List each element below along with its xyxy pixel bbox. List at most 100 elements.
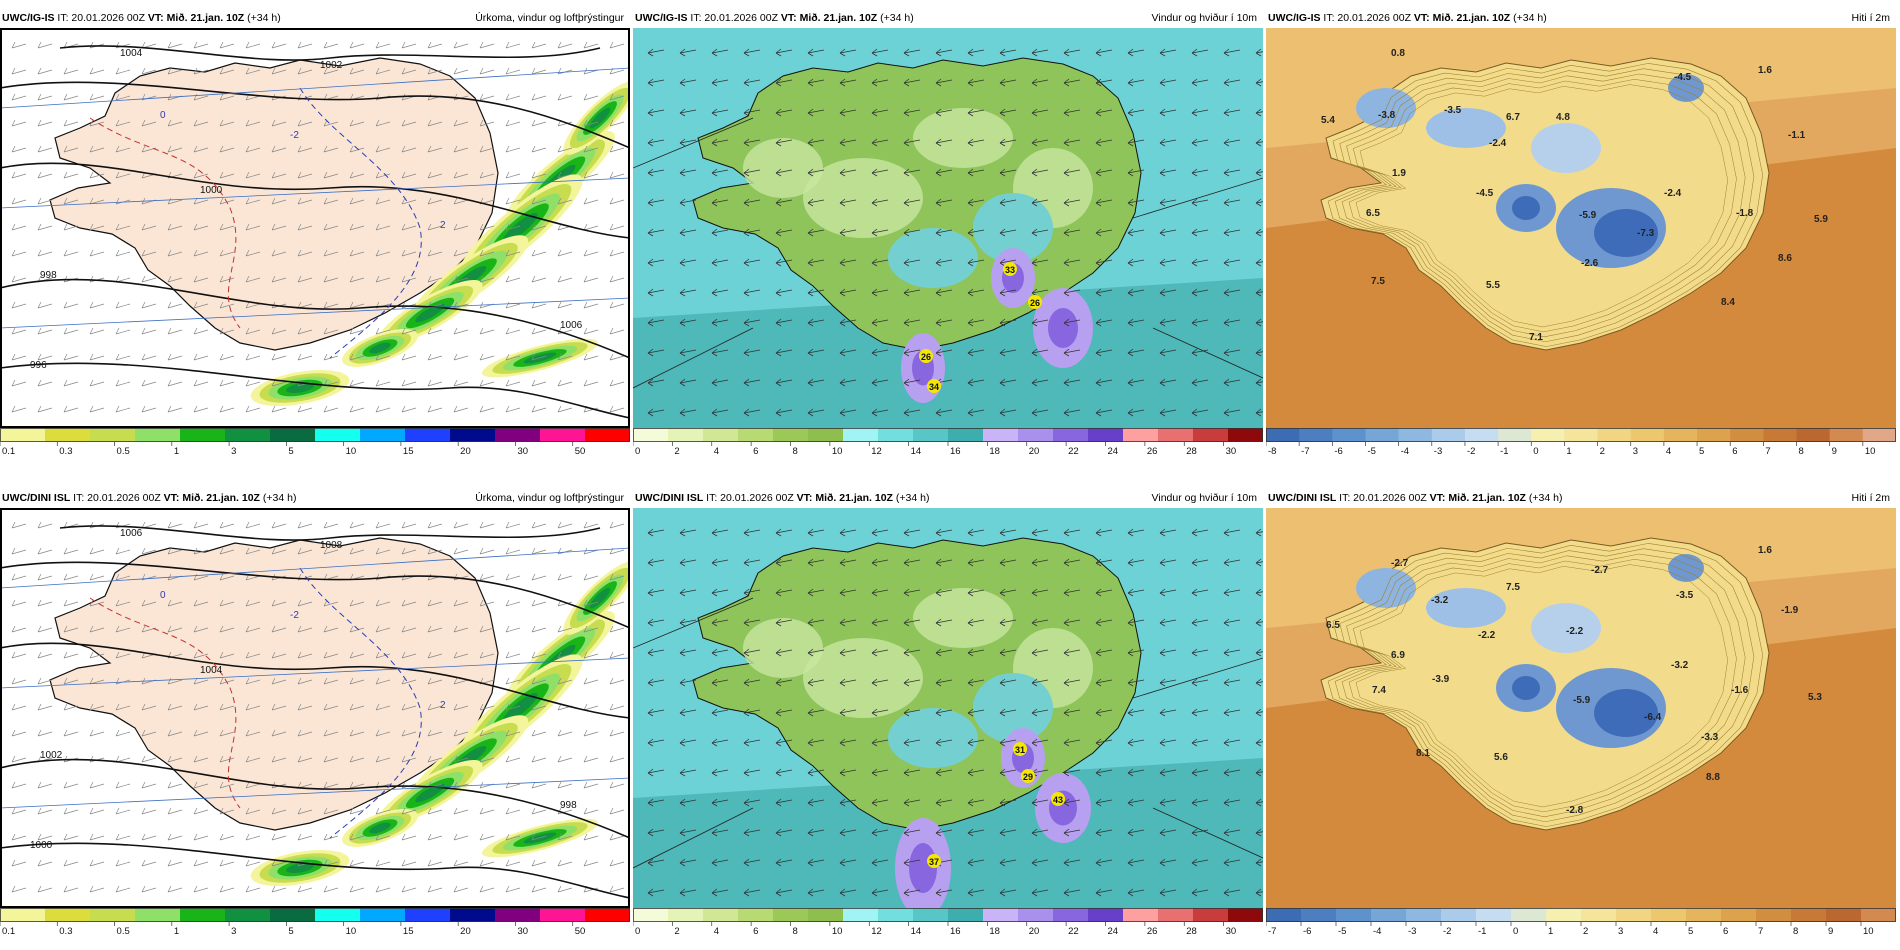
wind-barb bbox=[479, 327, 495, 335]
wind-barb bbox=[479, 93, 495, 101]
map-canvas[interactable]: -2.7 1.6 -2.7 7.5 -3.2 -3.5 -1.9 6.5 -2.2 -2.2 6.9… bbox=[1266, 508, 1896, 908]
wind-barb bbox=[115, 301, 131, 309]
field-title: Vindur og hviður í 10m bbox=[1151, 492, 1257, 504]
colorbar-tick-label: 0.3 bbox=[59, 926, 72, 937]
wind-arrow bbox=[871, 858, 889, 867]
map-canvas[interactable]: 0.8 -4.5 1.6 5.4 -3.8 -3.5 6.7 4.8 -1.1 -2.4 1.9 -4… bbox=[1266, 28, 1896, 428]
wind-barb bbox=[167, 145, 183, 153]
wind-arrow bbox=[1031, 258, 1049, 267]
temperature-value-label: 8.8 bbox=[1706, 772, 1720, 783]
map-canvas[interactable]: 1006 1008 1004 1002 1000 998 -2 0 2 bbox=[0, 508, 630, 908]
wind-arrow bbox=[903, 408, 921, 417]
wind-barb bbox=[167, 703, 183, 711]
temperature-contour bbox=[1348, 79, 1737, 333]
wind-arrow bbox=[935, 348, 953, 357]
wind-barb bbox=[141, 859, 157, 867]
temperature-value-label: -3.2 bbox=[1431, 595, 1449, 606]
colorbar-tick-label: 8 bbox=[793, 926, 798, 937]
wind-arrow bbox=[1159, 858, 1177, 867]
map-canvas[interactable]: 33 26 26 34 bbox=[633, 28, 1263, 428]
wind-barb bbox=[219, 521, 235, 529]
wind-barb bbox=[609, 171, 625, 179]
wind-barb bbox=[375, 275, 391, 283]
temperature-contour bbox=[1341, 73, 1746, 338]
colorbar-segment bbox=[450, 908, 496, 922]
wind-barb bbox=[141, 67, 157, 75]
wind-arrow bbox=[743, 288, 761, 297]
wind-arrow bbox=[1063, 888, 1081, 897]
wind-arrow bbox=[999, 348, 1017, 357]
wind-arrow bbox=[871, 288, 889, 297]
wind-arrow bbox=[1191, 318, 1209, 327]
wind-barb bbox=[323, 275, 339, 283]
colorbar-tick-label: 15 bbox=[403, 926, 414, 937]
wind-arrow bbox=[647, 858, 665, 867]
wind-arrow bbox=[999, 48, 1017, 57]
wind-arrow bbox=[967, 528, 985, 537]
wind-arrow bbox=[1031, 168, 1049, 177]
wind-arrow bbox=[903, 168, 921, 177]
colorbar-svg: -7 -6 -5 -4 -3 -2 -1 0 1 2 3 4 5 6 7 8 9 10 bbox=[1266, 908, 1896, 937]
wind-barb bbox=[37, 119, 53, 127]
colorbar-segment bbox=[1365, 428, 1400, 442]
wind-barb bbox=[323, 405, 339, 413]
wind-barb bbox=[375, 703, 391, 711]
isobar-line bbox=[0, 758, 630, 839]
wind-arrow bbox=[967, 228, 985, 237]
wind-barb bbox=[557, 833, 573, 841]
wind-barb bbox=[453, 651, 469, 659]
init-time: IT: 20.01.2026 00Z bbox=[1339, 492, 1427, 504]
wind-barb bbox=[609, 301, 625, 309]
wind-barb bbox=[245, 119, 261, 127]
wind-barb bbox=[427, 885, 443, 893]
wind-arrow bbox=[743, 138, 761, 147]
wind-arrow bbox=[679, 888, 697, 897]
temperature-contour bbox=[1341, 553, 1746, 818]
wind-barb bbox=[375, 405, 391, 413]
wind-barb bbox=[11, 119, 27, 127]
wind-arrow bbox=[647, 798, 665, 807]
wind-arrow bbox=[743, 48, 761, 57]
map-canvas[interactable]: 1004 1002 1000 998 996 1006 -2 0 2 bbox=[0, 28, 630, 428]
wind-arrow bbox=[807, 348, 825, 357]
wind-arrow bbox=[1159, 348, 1177, 357]
wind-barb bbox=[11, 885, 27, 893]
wind-arrow bbox=[839, 708, 857, 717]
wind-barb bbox=[271, 119, 287, 127]
wind-arrow bbox=[871, 528, 889, 537]
wind-arrow bbox=[807, 168, 825, 177]
colorbar-tick-label: 7 bbox=[1758, 926, 1763, 937]
colorbar-tick-label: -7 bbox=[1268, 926, 1276, 937]
wind-arrow bbox=[1127, 558, 1145, 567]
wind-barb bbox=[11, 379, 27, 387]
wind-arrow bbox=[1031, 378, 1049, 387]
wind-barb bbox=[349, 275, 365, 283]
wind-barb bbox=[141, 885, 157, 893]
wind-barb bbox=[557, 651, 573, 659]
wind-arrow bbox=[1255, 258, 1263, 267]
wind-barb bbox=[505, 197, 521, 205]
wind-barb bbox=[37, 807, 53, 815]
wind-barb bbox=[375, 859, 391, 867]
wind-barb bbox=[401, 729, 417, 737]
wind-barb bbox=[479, 547, 495, 555]
gust-value-marker bbox=[1013, 742, 1027, 756]
wind-arrow bbox=[711, 198, 729, 207]
wind-arrow bbox=[967, 48, 985, 57]
wind-arrow bbox=[1191, 708, 1209, 717]
wind-arrow bbox=[807, 738, 825, 747]
colorbar-segment bbox=[90, 908, 136, 922]
map-canvas[interactable]: 31 29 43 37 bbox=[633, 508, 1263, 908]
wind-barb bbox=[401, 405, 417, 413]
wind-arrow bbox=[903, 198, 921, 207]
wind-arrow bbox=[1159, 678, 1177, 687]
wind-arrow bbox=[647, 888, 665, 897]
wind-barb bbox=[219, 275, 235, 283]
wind-barb bbox=[297, 171, 313, 179]
wind-barb bbox=[37, 885, 53, 893]
wind-barb bbox=[297, 677, 313, 685]
wind-arrow bbox=[839, 288, 857, 297]
wind-arrow bbox=[839, 168, 857, 177]
wind-arrow bbox=[967, 408, 985, 417]
colorbar-segment bbox=[1829, 428, 1864, 442]
